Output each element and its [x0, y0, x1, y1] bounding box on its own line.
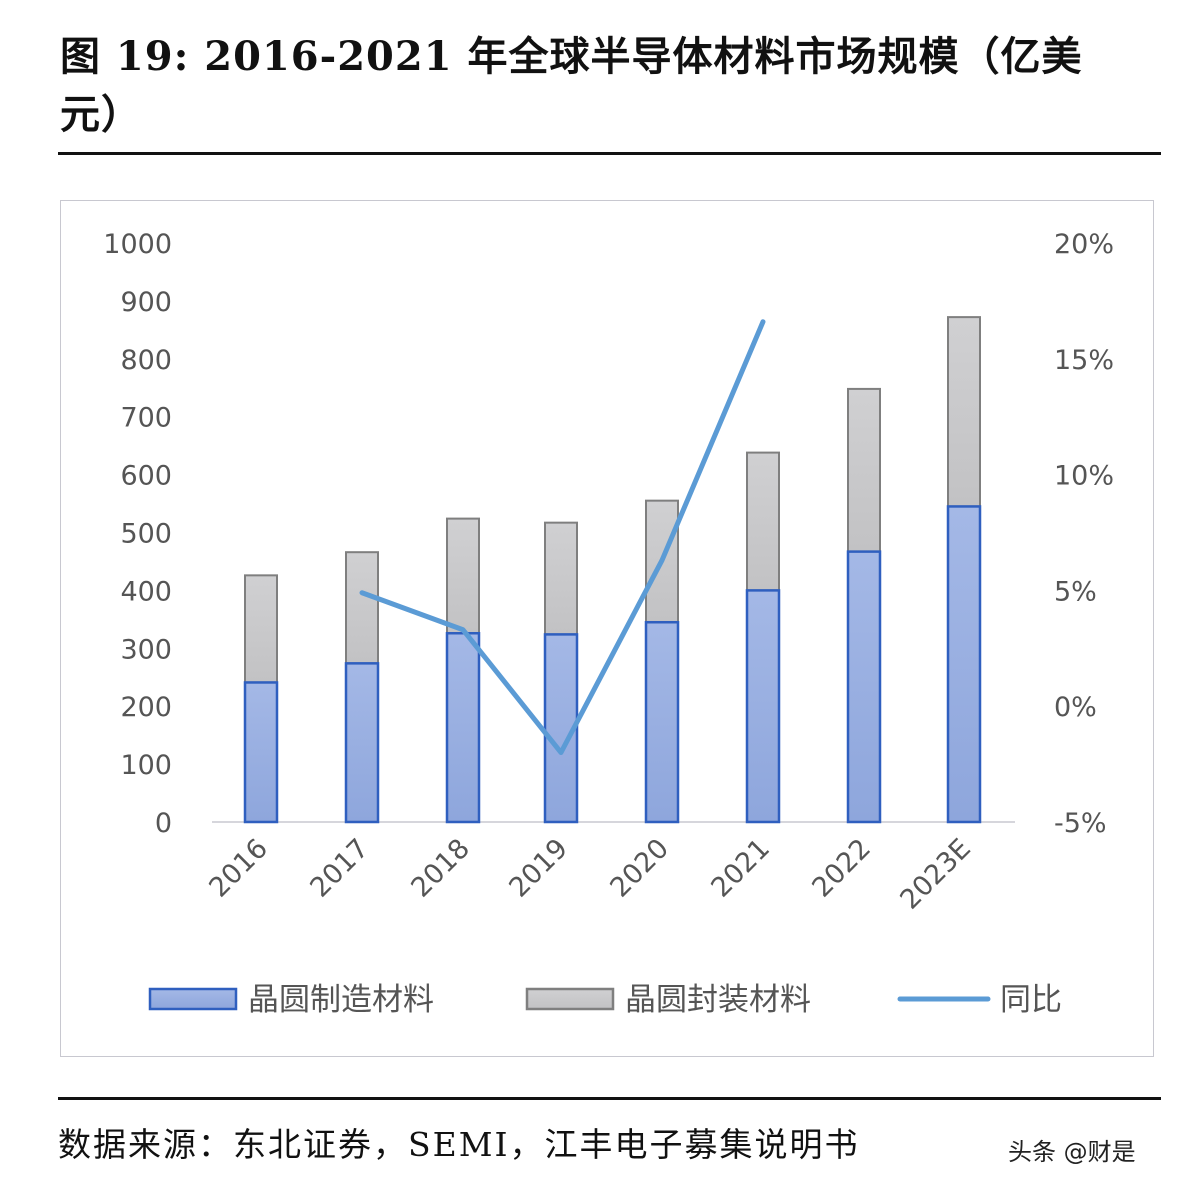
x-tick-label: 2018: [405, 833, 476, 904]
y-tick-label: 700: [120, 403, 172, 434]
x-tick-label: 2019: [503, 833, 574, 904]
y-tick-label: 300: [120, 634, 172, 665]
legend: 晶圆制造材料 晶圆封装材料 同比: [148, 982, 1062, 1018]
y-axis-right: -5% 0% 5% 10% 15% 20%: [1054, 229, 1114, 839]
title-divider: [58, 152, 1161, 155]
y2-tick-label: 10%: [1054, 461, 1114, 492]
data-source: 数据来源：东北证券，SEMI，江丰电子募集说明书: [58, 1125, 860, 1164]
y-tick-label: 0: [155, 808, 172, 839]
y-tick-label: 800: [120, 345, 172, 376]
bar-wafer-2019: [543, 633, 579, 824]
x-tick-label: 2017: [304, 833, 375, 904]
x-tick-label: 2023E: [894, 833, 977, 916]
y2-tick-label: 15%: [1054, 345, 1114, 376]
footer-divider: [58, 1097, 1161, 1100]
legend-label: 晶圆封装材料: [625, 982, 811, 1018]
y-tick-label: 1000: [103, 229, 172, 260]
bar-wafer-2016: [243, 681, 279, 824]
y-tick-label: 100: [120, 750, 172, 781]
yoy-line-series: [359, 319, 766, 756]
yoy-line: [359, 319, 766, 756]
bar-series: [243, 316, 982, 824]
bar-packaging-2017: [345, 551, 379, 665]
y-tick-label: 900: [120, 287, 172, 318]
bar-packaging-2019: [544, 521, 578, 636]
bar-packaging-2022: [847, 387, 881, 553]
x-axis-labels: 2016 2017 2018 2019 2020 2021 2022 2023E: [203, 833, 977, 916]
bar-wafer-2017: [344, 662, 380, 824]
y2-tick-label: -5%: [1054, 808, 1107, 839]
x-tick-label: 2022: [806, 833, 877, 904]
bar-wafer-2018: [445, 631, 481, 824]
bar-wafer-2020: [644, 620, 680, 824]
bar-packaging-2023E: [947, 316, 981, 508]
y-tick-label: 200: [120, 692, 172, 723]
y-axis-left: 0 100 200 300 400 500 600 700 800 900 1000: [103, 229, 172, 839]
legend-swatch: [148, 987, 238, 1011]
y-tick-label: 400: [120, 576, 172, 607]
legend-swatch: [525, 987, 615, 1011]
bar-wafer-2021: [745, 589, 781, 824]
x-tick-label: 2020: [604, 833, 675, 904]
y-tick-label: 600: [120, 461, 172, 492]
x-tick-label: 2016: [203, 833, 274, 904]
x-tick-label: 2021: [705, 833, 776, 904]
bar-wafer-2023E: [946, 505, 982, 824]
bar-packaging-2021: [746, 451, 780, 592]
bar-wafer-2022: [846, 550, 882, 824]
title-line-1: 图 19: 2016-2021 年全球半导体材料市场规模（亿美: [60, 33, 1083, 80]
y2-tick-label: 0%: [1054, 692, 1097, 723]
bar-packaging-2018: [446, 517, 480, 635]
y-tick-label: 500: [120, 519, 172, 550]
bar-packaging-2016: [244, 574, 278, 684]
watermark: 头条 @财是: [1008, 1138, 1136, 1166]
legend-label: 晶圆制造材料: [248, 982, 434, 1018]
title-line-2: 元）: [60, 91, 142, 138]
y2-tick-label: 5%: [1054, 576, 1097, 607]
legend-label: 同比: [1000, 982, 1062, 1018]
chart-title: 图 19: 2016-2021 年全球半导体材料市场规模（亿美 元）: [60, 28, 1170, 144]
y2-tick-label: 20%: [1054, 229, 1114, 260]
